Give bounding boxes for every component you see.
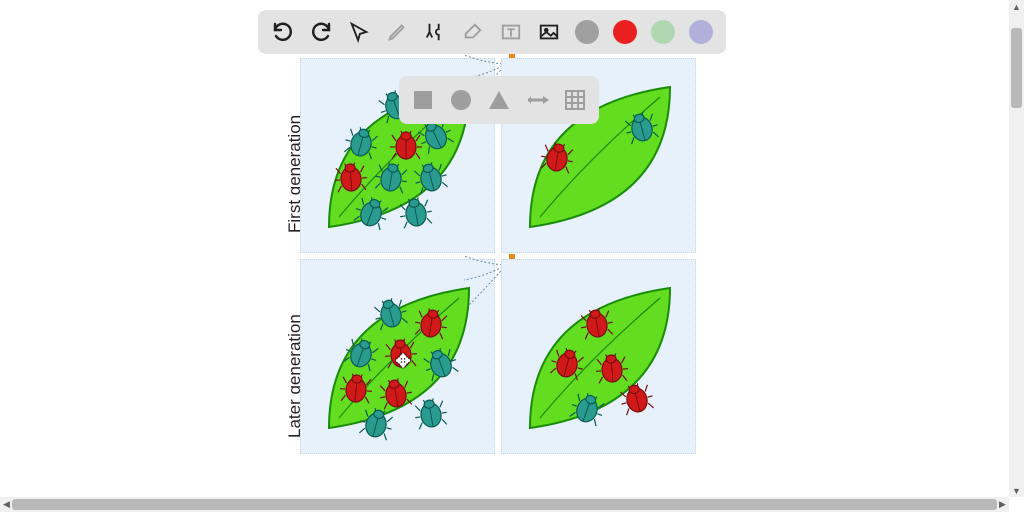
color-red-button[interactable] (608, 15, 642, 49)
select-tool-button[interactable] (342, 15, 376, 49)
shape-arrow-button[interactable] (523, 86, 551, 114)
diagram-cell[interactable] (501, 259, 696, 454)
undo-button[interactable] (266, 15, 300, 49)
horizontal-scroll-thumb[interactable] (12, 499, 997, 510)
horizontal-scrollbar[interactable]: ◀ ▶ (0, 497, 1009, 512)
shape-toolbar (399, 76, 599, 124)
text-tool-button[interactable] (494, 15, 528, 49)
color-green-button[interactable] (646, 15, 680, 49)
tools-button[interactable] (418, 15, 452, 49)
image-tool-button[interactable] (532, 15, 566, 49)
scroll-up-arrow-icon[interactable]: ▲ (1010, 0, 1023, 13)
canvas-area[interactable]: First generation Later generation (0, 0, 1024, 512)
shape-circle-button[interactable] (447, 86, 475, 114)
color-gray-button[interactable] (570, 15, 604, 49)
move-cursor-icon: ✥ (393, 351, 413, 371)
scroll-down-arrow-icon[interactable]: ▼ (1010, 484, 1023, 497)
color-purple-button[interactable] (684, 15, 718, 49)
shape-grid-button[interactable] (561, 86, 589, 114)
vertical-scroll-thumb[interactable] (1011, 28, 1022, 108)
scroll-right-arrow-icon[interactable]: ▶ (996, 498, 1009, 511)
shape-square-button[interactable] (409, 86, 437, 114)
redo-button[interactable] (304, 15, 338, 49)
main-toolbar (258, 10, 726, 54)
eraser-tool-button[interactable] (456, 15, 490, 49)
pencil-tool-button[interactable] (380, 15, 414, 49)
vertical-scrollbar[interactable]: ▲ ▼ (1009, 0, 1024, 497)
shape-triangle-button[interactable] (485, 86, 513, 114)
